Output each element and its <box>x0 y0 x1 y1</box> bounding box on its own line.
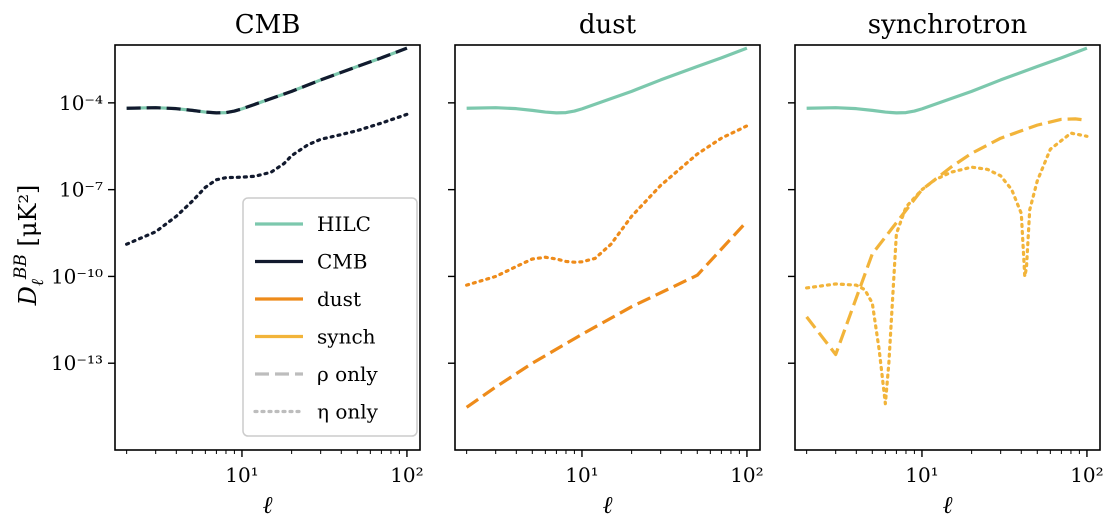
legend: HILC CMB dust synch ρ only η only <box>242 197 418 437</box>
legend-label: HILC <box>317 212 371 236</box>
x-axis-label: ℓ <box>263 491 273 519</box>
x-axis-label: ℓ <box>943 491 953 519</box>
series-line-synch-dashed <box>805 117 1088 357</box>
y-tick-label: 10⁻¹³ <box>51 351 103 375</box>
axes-frame <box>794 44 1101 451</box>
x-axis-label: ℓ <box>603 491 613 519</box>
series-group <box>125 46 409 246</box>
axes-frame <box>114 44 421 451</box>
legend-label: synch <box>317 325 376 349</box>
series-group <box>805 46 1089 406</box>
panel-title: dust <box>579 10 637 40</box>
series-line-synch-dotted <box>805 131 1089 406</box>
legend-box <box>242 197 418 437</box>
x-tick-label: 10¹ <box>565 463 598 487</box>
y-tick-label: 10⁻⁴ <box>59 91 103 115</box>
axes-frame <box>454 44 761 451</box>
series-line-cmb-dotted <box>125 112 409 246</box>
y-tick-label: 10⁻¹⁰ <box>51 264 103 288</box>
legend-label: ρ only <box>317 362 378 386</box>
x-tick-label: 10² <box>730 463 763 487</box>
legend-label: η only <box>317 400 379 424</box>
series-line-hilc-solid <box>466 46 748 115</box>
x-tick-label: 10² <box>390 463 423 487</box>
series-line-cmb-dashed <box>126 46 408 115</box>
series-line-hilc-solid <box>806 46 1088 115</box>
y-tick-label: 10⁻⁷ <box>59 178 103 202</box>
panel-title: synchrotron <box>868 10 1028 40</box>
series-line-hilc-solid <box>126 46 408 115</box>
legend-label: dust <box>317 287 361 311</box>
y-axis-label: DℓBB [μK²] <box>11 185 48 307</box>
legend-label: CMB <box>317 250 367 274</box>
x-tick-label: 10¹ <box>905 463 938 487</box>
series-group <box>465 46 749 409</box>
panel-title: CMB <box>235 10 301 40</box>
x-tick-label: 10¹ <box>225 463 258 487</box>
series-line-dust-dotted <box>465 124 749 287</box>
x-tick-label: 10² <box>1070 463 1103 487</box>
series-line-dust-dashed <box>465 220 749 409</box>
